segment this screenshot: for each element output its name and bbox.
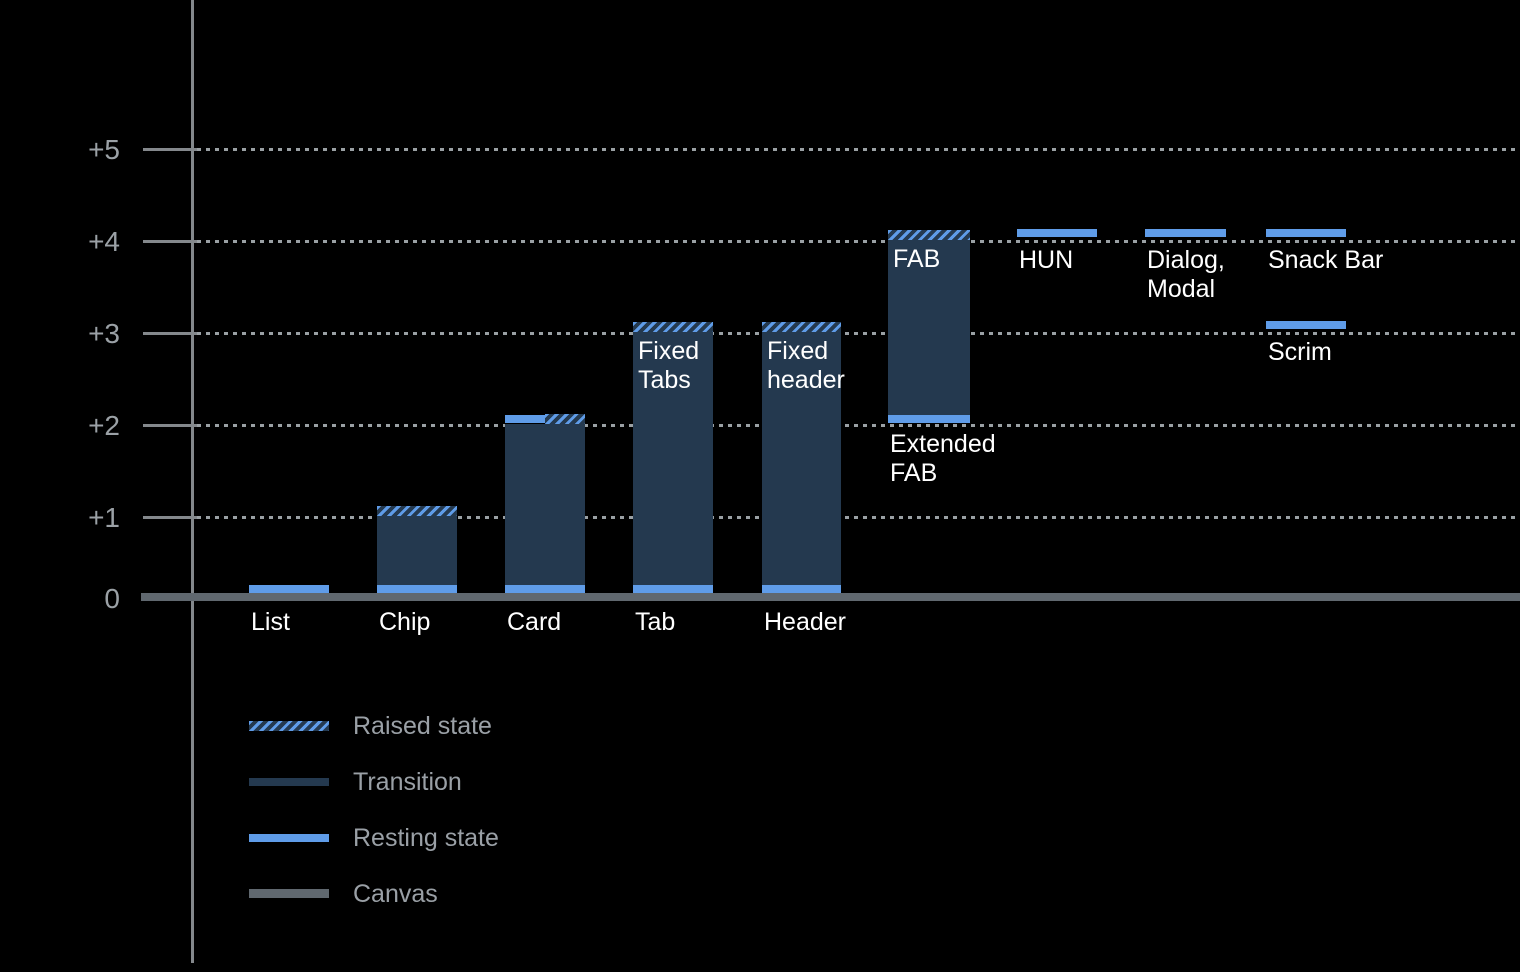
header-axis-label: Header (764, 608, 846, 636)
legend-swatch-transition (249, 778, 329, 786)
header-resting-segment-0 (762, 585, 841, 593)
tab-transition-segment (633, 332, 713, 585)
chip-raised-segment (377, 506, 457, 516)
snack-bar-resting-segment-4 (1266, 229, 1346, 237)
header-inner-label-line-0: Fixed (767, 337, 829, 365)
chip-axis-label: Chip (379, 608, 431, 636)
chip-resting-segment-0 (377, 585, 457, 593)
scrim-below-label-line-0: Scrim (1268, 338, 1332, 366)
card-resting-segment-0 (505, 585, 585, 593)
y-axis-label-5: +5 (88, 134, 120, 165)
card-resting-segment-2 (505, 415, 545, 423)
tab-resting-segment-0 (633, 585, 713, 593)
y-axis-label-2: +2 (88, 410, 120, 441)
chip-transition-segment (377, 516, 457, 585)
y-tick-2 (143, 424, 197, 427)
fab-inner-label-line-0: FAB (893, 245, 941, 273)
legend-swatch-resting (249, 834, 329, 842)
gridline-4 (197, 240, 1520, 243)
y-axis-line (191, 0, 194, 963)
snack-bar-below-label-line-0: Snack Bar (1268, 246, 1384, 274)
y-axis-label-4: +4 (88, 226, 120, 257)
card-axis-label: Card (507, 608, 562, 636)
header-raised-segment (762, 322, 841, 332)
header-inner-label-line-1: header (767, 366, 845, 394)
fab-resting-segment-2 (888, 415, 970, 423)
y-tick-4 (143, 240, 197, 243)
fab-raised-segment (888, 230, 970, 240)
y-tick-5 (143, 148, 197, 151)
gridline-2 (197, 424, 1520, 427)
tab-inner-label-line-0: Fixed (638, 337, 700, 365)
y-tick-1 (143, 516, 197, 519)
header-transition-segment (762, 332, 841, 585)
legend-label-canvas: Canvas (353, 879, 438, 908)
tab-raised-segment (633, 322, 713, 332)
legend-label-transition: Transition (353, 768, 462, 796)
gridline-1 (197, 516, 1520, 519)
legend-swatch-canvas (249, 889, 329, 898)
hun-resting-segment-4 (1017, 229, 1097, 237)
card-raised-segment-2 (545, 414, 585, 424)
dialog-modal-below-label-line-1: Modal (1147, 275, 1216, 303)
card-transition-segment (505, 424, 585, 585)
legend-swatch-raised (249, 721, 329, 731)
scrim-resting-segment-3 (1266, 321, 1346, 329)
legend-label-raised: Raised state (353, 712, 492, 740)
legend-label-resting: Resting state (353, 824, 499, 852)
fab-below-label-line-0: Extended (890, 430, 996, 458)
y-axis-label-3: +3 (88, 318, 120, 349)
dialog-modal-below-label-line-0: Dialog, (1147, 246, 1225, 274)
list-axis-label: List (251, 608, 290, 636)
gridline-5 (197, 148, 1520, 151)
y-axis-label-0: 0 (104, 583, 120, 614)
hun-below-label-line-0: HUN (1019, 246, 1074, 274)
tab-inner-label-line-1: Tabs (638, 366, 691, 394)
list-resting-segment-0 (249, 585, 329, 593)
tab-axis-label: Tab (635, 608, 676, 636)
fab-below-label-line-1: FAB (890, 459, 938, 487)
y-axis-label-1: +1 (88, 502, 120, 533)
y-tick-3 (143, 332, 197, 335)
dialog-modal-resting-segment-4 (1145, 229, 1226, 237)
gridline-3 (197, 332, 1520, 335)
fab-transition-segment (888, 240, 970, 415)
canvas-baseline (141, 593, 1520, 601)
